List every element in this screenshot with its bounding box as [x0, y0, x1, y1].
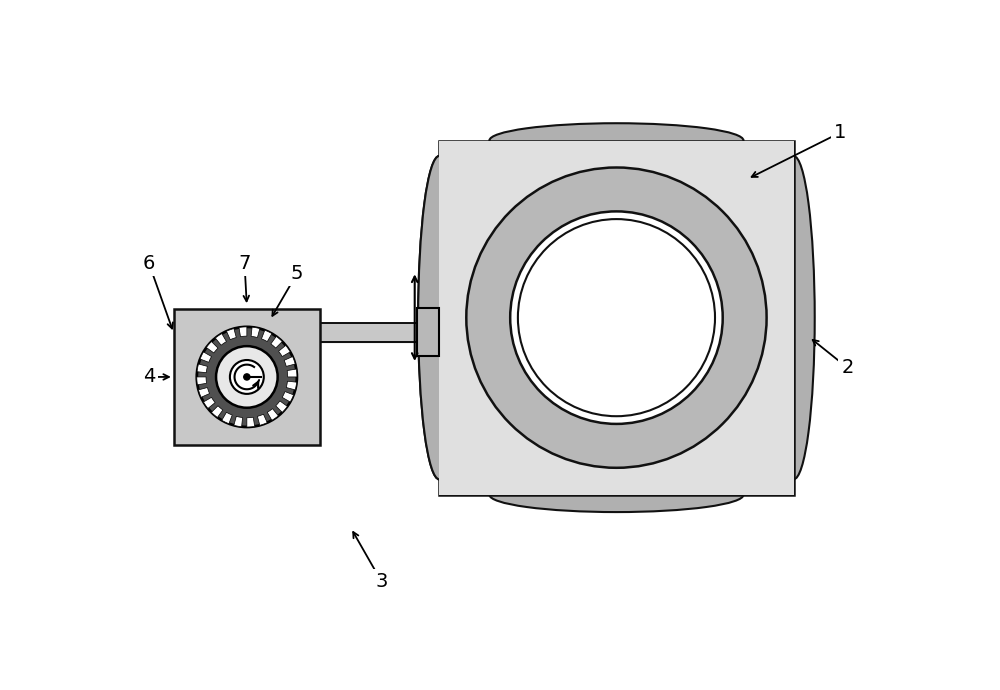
Polygon shape	[284, 357, 295, 366]
Polygon shape	[199, 388, 210, 397]
Polygon shape	[215, 333, 226, 345]
Polygon shape	[251, 327, 260, 337]
Polygon shape	[276, 401, 287, 413]
Text: 7: 7	[238, 254, 251, 273]
Polygon shape	[204, 397, 215, 408]
Text: 6: 6	[143, 254, 155, 273]
Ellipse shape	[418, 156, 461, 480]
Polygon shape	[261, 331, 272, 342]
Text: 1: 1	[834, 124, 846, 142]
Polygon shape	[257, 414, 267, 425]
Bar	[174, 309, 320, 444]
Polygon shape	[222, 413, 232, 424]
Polygon shape	[247, 417, 255, 427]
Polygon shape	[267, 408, 278, 420]
Ellipse shape	[489, 477, 744, 512]
Polygon shape	[200, 352, 212, 362]
Circle shape	[197, 327, 297, 427]
Polygon shape	[286, 381, 297, 390]
Circle shape	[466, 168, 767, 468]
Circle shape	[216, 346, 278, 408]
Text: 2: 2	[841, 358, 854, 377]
Ellipse shape	[489, 124, 744, 158]
Polygon shape	[211, 406, 223, 417]
Circle shape	[518, 219, 715, 416]
Circle shape	[230, 360, 264, 394]
Polygon shape	[197, 377, 207, 385]
Ellipse shape	[772, 156, 815, 480]
Polygon shape	[287, 369, 297, 377]
Polygon shape	[279, 346, 290, 357]
Polygon shape	[226, 328, 236, 339]
Circle shape	[510, 211, 723, 424]
Bar	[417, 308, 439, 356]
Polygon shape	[197, 364, 207, 373]
Polygon shape	[206, 342, 218, 353]
Text: 3: 3	[375, 572, 388, 591]
Circle shape	[244, 374, 250, 380]
Bar	[439, 141, 794, 495]
Polygon shape	[282, 391, 294, 402]
Text: 4: 4	[143, 368, 155, 386]
Ellipse shape	[418, 156, 461, 480]
Polygon shape	[234, 416, 243, 426]
Text: 5: 5	[291, 264, 303, 284]
Polygon shape	[271, 337, 282, 348]
Bar	[439, 141, 794, 495]
Polygon shape	[239, 327, 247, 337]
